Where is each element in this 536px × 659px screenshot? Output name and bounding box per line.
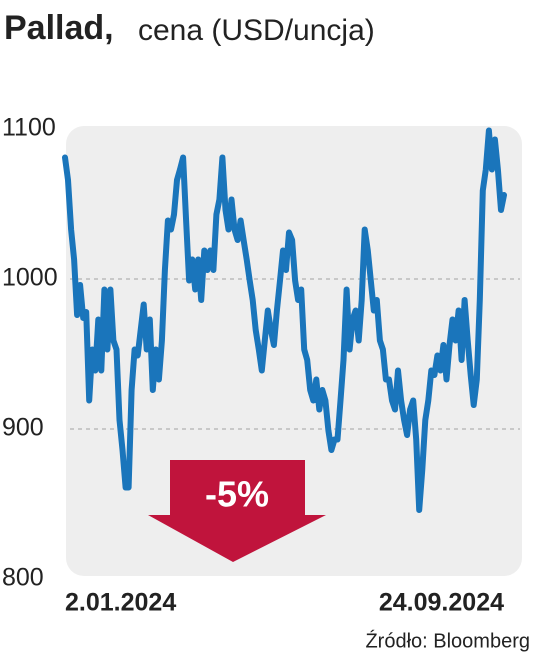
y-tick-label: 900 bbox=[2, 414, 44, 442]
y-tick-label: 1000 bbox=[2, 264, 58, 292]
annotation-arrow: -5% bbox=[148, 460, 326, 562]
y-tick-label: 1100 bbox=[2, 114, 56, 142]
annotation: -5% bbox=[205, 474, 269, 515]
chart-title: Pallad, bbox=[4, 9, 114, 47]
chart-subtitle: cena (USD/uncja) bbox=[138, 14, 375, 47]
price-line bbox=[62, 127, 507, 513]
x-tick-label: 24.09.2024 bbox=[379, 589, 504, 617]
source: Źródło: Bloomberg bbox=[365, 629, 530, 652]
x-tick-label: 2.01.2024 bbox=[65, 589, 176, 617]
y-tick-label: 800 bbox=[2, 564, 44, 592]
arrow-shape bbox=[148, 460, 326, 562]
